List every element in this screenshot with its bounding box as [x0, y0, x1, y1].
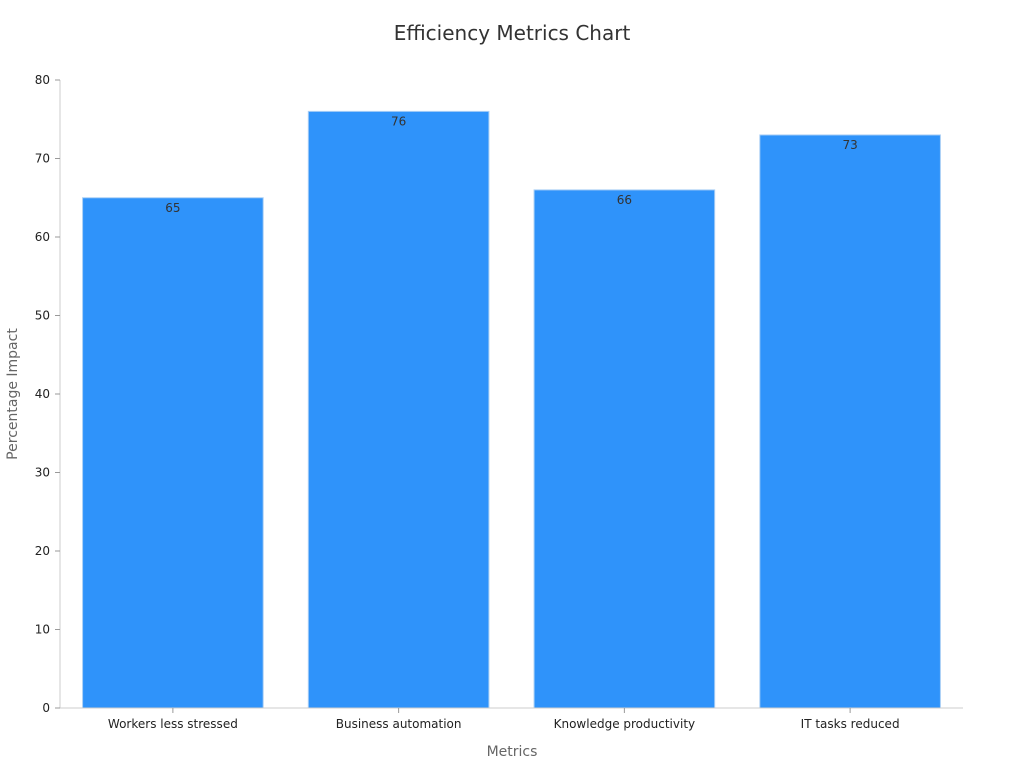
y-tick-label: 10: [35, 623, 50, 637]
y-tick-label: 60: [35, 230, 50, 244]
y-tick-label: 40: [35, 387, 50, 401]
x-tick-label: Business automation: [336, 717, 462, 731]
bar-value-label: 73: [842, 138, 857, 152]
data-labels: 65 76 66 73: [165, 114, 858, 214]
bar-value-label: 65: [165, 201, 180, 215]
y-tick-label: 80: [35, 73, 50, 87]
y-tick-label: 50: [35, 309, 50, 323]
bar: [307, 110, 490, 709]
y-tick-label: 20: [35, 544, 50, 558]
y-tick-label: 70: [35, 152, 50, 166]
y-tick-label: 0: [42, 701, 50, 715]
x-tick-label: Workers less stressed: [108, 717, 238, 731]
bar-value-label: 66: [617, 193, 632, 207]
bar: [82, 197, 264, 709]
y-axis-ticks: 0 10 20 30 40 50 60 70 80: [35, 73, 60, 715]
bar-value-label: 76: [391, 114, 406, 128]
x-axis-ticks: Workers less stressed Business automation…: [108, 708, 900, 731]
x-tick-label: Knowledge productivity: [554, 717, 696, 731]
y-axis-title: Percentage Impact: [5, 328, 21, 460]
chart-title: Efficiency Metrics Chart: [394, 21, 631, 45]
y-tick-label: 30: [35, 466, 50, 480]
bar: [533, 189, 716, 709]
x-axis-title: Metrics: [487, 744, 538, 760]
bar: [759, 134, 941, 709]
x-tick-label: IT tasks reduced: [801, 717, 900, 731]
bars: [82, 110, 941, 709]
